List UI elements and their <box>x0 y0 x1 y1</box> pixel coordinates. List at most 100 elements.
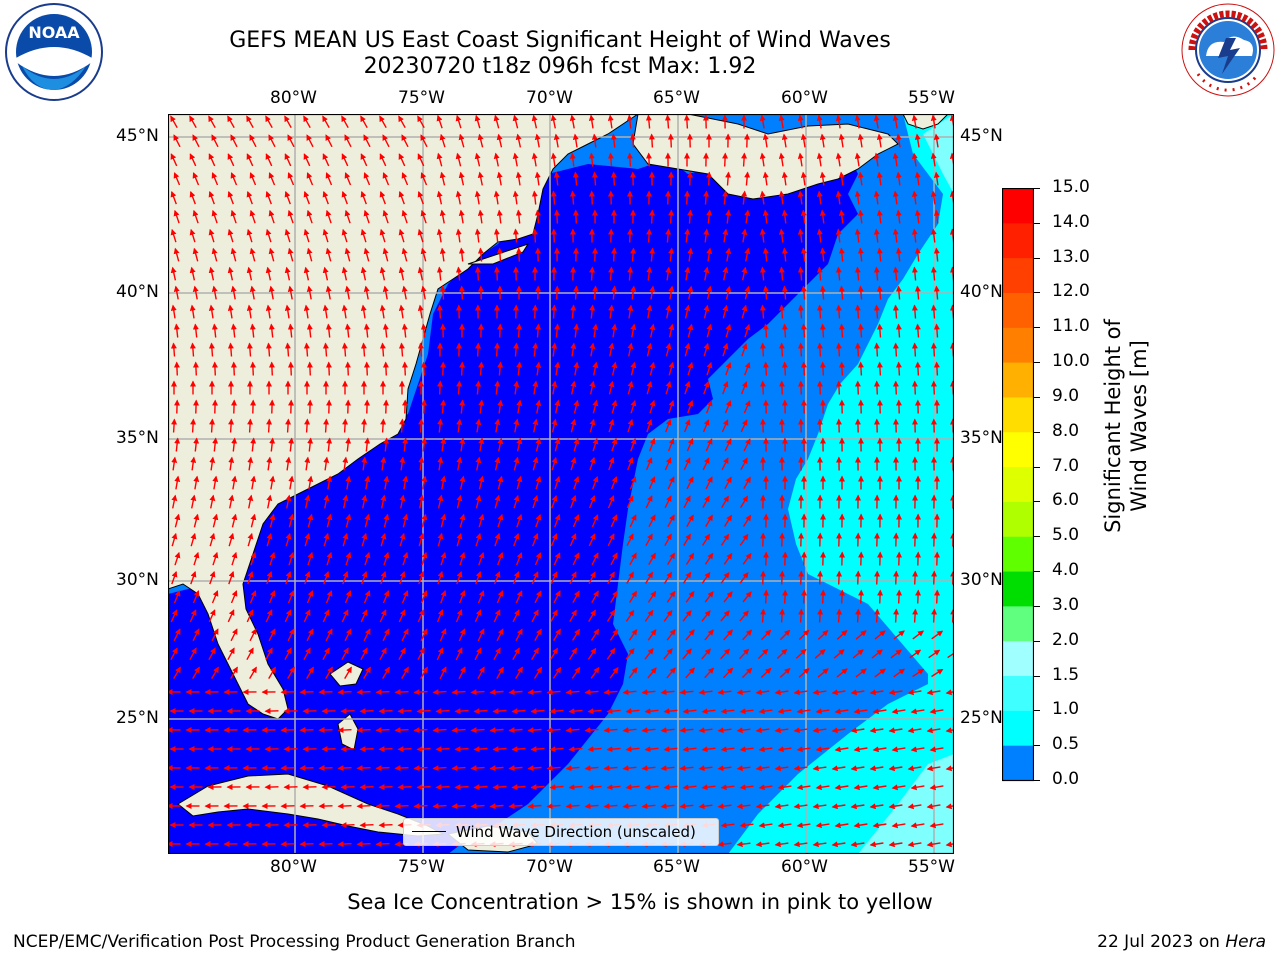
wave-direction-arrow <box>648 476 656 490</box>
wave-direction-arrow <box>284 153 292 167</box>
map-legend: Wind Wave Direction (unscaled) <box>403 818 719 846</box>
wave-direction-arrow <box>778 266 785 281</box>
wave-direction-arrow <box>401 172 409 186</box>
wave-direction-arrow <box>914 323 921 338</box>
wave-direction-arrow <box>930 114 937 129</box>
wave-direction-arrow <box>668 361 675 376</box>
colorbar-band <box>1002 223 1034 259</box>
wave-direction-arrow <box>440 513 447 528</box>
wave-direction-arrow <box>508 727 523 734</box>
wave-direction-arrow <box>778 152 785 167</box>
wave-direction-arrow <box>819 247 826 262</box>
wave-direction-arrow <box>570 494 577 509</box>
wave-direction-arrow <box>725 209 732 224</box>
wave-direction-arrow <box>418 570 425 585</box>
wave-direction-arrow <box>702 533 710 546</box>
land-north-america <box>168 114 639 720</box>
wave-direction-arrow <box>383 437 390 452</box>
wave-direction-arrow <box>530 708 545 715</box>
colorbar-tick-label: 13.0 <box>1052 246 1090 267</box>
lon-label-top-75w: 75°W <box>398 88 445 108</box>
wave-direction-arrow <box>173 361 180 376</box>
wave-direction-arrow <box>819 209 826 224</box>
wave-direction-arrow <box>417 304 424 319</box>
wave-direction-arrow <box>363 285 370 300</box>
wave-direction-arrow <box>835 152 842 167</box>
wave-direction-arrow <box>838 209 845 224</box>
wave-direction-arrow <box>684 342 691 357</box>
wave-direction-arrow <box>759 380 766 395</box>
wave-direction-arrow <box>724 514 732 527</box>
wave-direction-arrow <box>706 247 713 262</box>
wave-direction-arrow <box>344 628 352 642</box>
wave-direction-arrow <box>647 590 657 603</box>
wave-direction-arrow <box>475 418 482 433</box>
wave-direction-arrow <box>417 153 425 167</box>
wave-direction-arrow <box>626 533 634 547</box>
wave-direction-arrow <box>230 285 237 300</box>
wave-direction-arrow <box>284 228 291 243</box>
wave-direction-arrow <box>363 628 371 642</box>
wave-direction-arrow <box>911 114 918 129</box>
wave-direction-arrow <box>478 513 485 528</box>
wave-direction-arrow <box>402 513 409 528</box>
wave-direction-arrow <box>666 590 676 603</box>
wave-direction-arrow <box>551 342 558 357</box>
wave-direction-arrow <box>401 209 408 224</box>
wave-direction-arrow <box>857 285 864 300</box>
wave-direction-arrow <box>532 380 539 395</box>
wave-direction-arrow <box>857 323 864 338</box>
wave-direction-arrow <box>535 323 542 338</box>
wave-direction-arrow <box>173 172 181 186</box>
chart-title: GEFS MEAN US East Coast Significant Heig… <box>229 28 891 53</box>
wave-direction-arrow <box>458 171 465 186</box>
wave-direction-arrow <box>527 689 542 696</box>
wave-direction-arrow <box>527 765 542 772</box>
colorbar-band <box>1002 258 1034 294</box>
wave-direction-arrow <box>683 457 691 471</box>
wave-direction-arrow <box>455 190 462 205</box>
wave-direction-arrow <box>589 418 596 433</box>
wave-direction-arrow <box>722 190 729 205</box>
wave-direction-arrow <box>249 628 257 642</box>
wave-direction-arrow <box>379 228 386 243</box>
wave-direction-arrow <box>268 361 275 376</box>
wave-direction-arrow <box>686 476 694 490</box>
wave-direction-arrow <box>439 628 447 642</box>
wave-direction-arrow <box>895 209 902 224</box>
wave-direction-arrow <box>432 765 447 772</box>
wave-direction-arrow <box>193 551 200 566</box>
wave-direction-arrow <box>344 285 351 300</box>
wave-direction-arrow <box>494 380 501 395</box>
wave-direction-arrow <box>873 304 880 319</box>
wave-direction-arrow <box>341 190 348 205</box>
wave-direction-arrow <box>511 708 526 715</box>
wave-direction-arrow <box>398 115 406 129</box>
wave-direction-arrow <box>668 209 675 224</box>
wave-direction-arrow <box>402 475 409 490</box>
colorbar <box>1002 188 1034 782</box>
wave-direction-arrow <box>817 608 824 623</box>
wave-direction-arrow <box>493 228 500 243</box>
wave-direction-arrow <box>340 708 355 715</box>
wave-direction-arrow <box>740 457 748 471</box>
wave-direction-arrow <box>478 475 485 490</box>
wave-direction-arrow <box>470 727 485 734</box>
wave-direction-arrow <box>759 152 766 167</box>
wave-direction-arrow <box>892 114 899 129</box>
wave-direction-arrow <box>797 342 804 357</box>
wave-direction-arrow <box>497 437 504 452</box>
wave-direction-arrow <box>418 494 425 509</box>
wave-direction-arrow <box>435 708 450 715</box>
wave-direction-arrow <box>551 456 558 471</box>
wave-direction-arrow <box>473 784 488 791</box>
wave-direction-arrow <box>800 323 807 338</box>
wave-direction-arrow <box>684 304 691 319</box>
wave-direction-arrow <box>592 399 599 414</box>
wave-direction-arrow <box>703 342 710 357</box>
wave-direction-arrow <box>819 133 826 148</box>
wave-direction-arrow <box>703 190 710 205</box>
wave-direction-arrow <box>800 209 807 224</box>
wave-direction-arrow <box>173 285 180 300</box>
wave-direction-arrow <box>554 513 561 528</box>
